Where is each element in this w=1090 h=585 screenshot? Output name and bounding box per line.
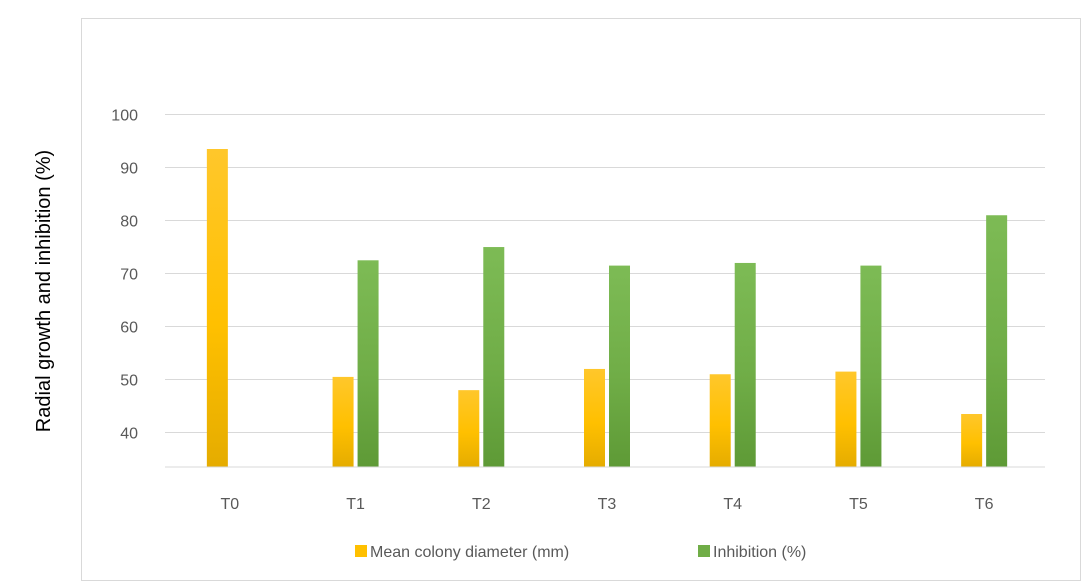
legend-label-1: Inhibition (%): [713, 544, 806, 561]
y-tick-label: 50: [120, 373, 138, 390]
bar-colony-diameter-T4: [709, 374, 731, 467]
y-tick-label: 100: [111, 108, 138, 125]
x-tick-label: T4: [723, 496, 742, 513]
bars: [206, 149, 1008, 467]
chart-frame: [81, 18, 1081, 581]
x-tick-label: T0: [221, 496, 240, 513]
gridlines: [165, 114, 1045, 434]
y-tick-label: 90: [120, 161, 138, 178]
bar-inhibition-T2: [483, 247, 505, 467]
legend-label-0: Mean colony diameter (mm): [370, 544, 569, 561]
bar-inhibition-T6: [986, 215, 1008, 467]
bar-inhibition-T3: [609, 265, 630, 467]
bar-inhibition-T5: [860, 265, 882, 467]
y-tick-label: 40: [120, 426, 138, 443]
y-axis-label: Radial growth and inhibition (%): [33, 150, 55, 432]
bar-colony-diameter-T2: [458, 390, 480, 467]
axes: 40 50 60 70 80 90 100 T0 T1 T2 T3 T4 T5 T6: [111, 108, 1045, 513]
bar-colony-diameter-T3: [584, 368, 605, 467]
x-tick-label: T2: [472, 496, 491, 513]
bar-inhibition-T4: [734, 262, 756, 467]
y-tick-label: 70: [120, 267, 138, 284]
bar-colony-diameter-T0: [206, 149, 228, 467]
x-tick-label: T3: [598, 496, 617, 513]
x-tick-label: T6: [975, 496, 994, 513]
y-tick-label: 60: [120, 320, 138, 337]
bar-colony-diameter-T6: [961, 414, 983, 467]
x-tick-label: T1: [346, 496, 365, 513]
legend: Mean colony diameter (mm) Inhibition (%): [355, 544, 806, 561]
x-tick-label: T5: [849, 496, 868, 513]
legend-swatch-1: [698, 545, 710, 557]
legend-swatch-0: [355, 545, 367, 557]
bar-colony-diameter-T5: [835, 371, 857, 467]
bar-inhibition-T1: [357, 260, 379, 467]
y-tick-label: 80: [120, 214, 138, 231]
bar-colony-diameter-T1: [332, 376, 354, 467]
